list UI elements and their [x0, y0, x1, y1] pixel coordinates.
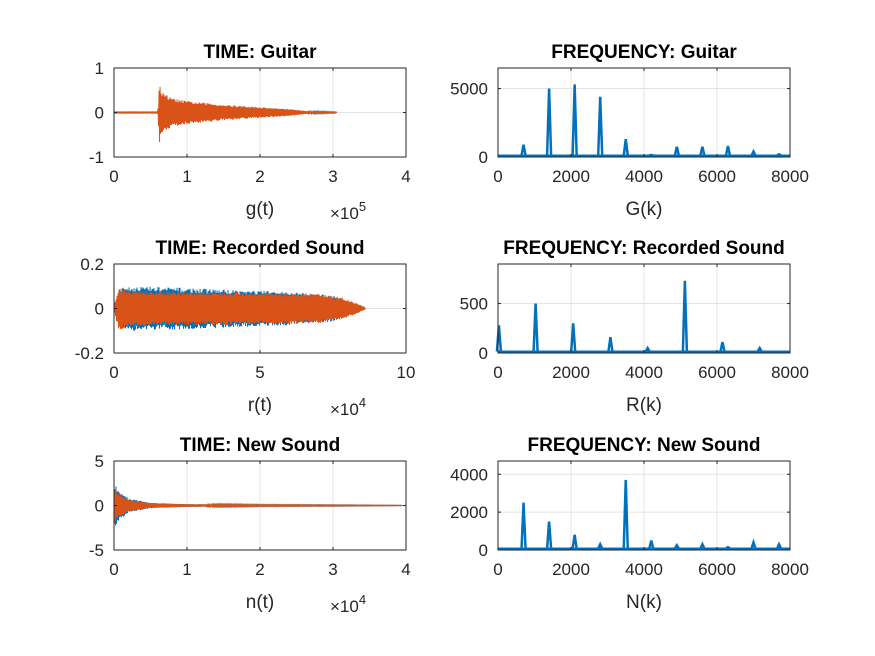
- y-tick-label: 0: [95, 497, 104, 516]
- y-tick-label: 5: [95, 452, 104, 471]
- x-tick-label: 6000: [698, 560, 736, 579]
- x-axis-label: n(t): [246, 592, 275, 613]
- x-tick-label: 8000: [771, 167, 809, 186]
- x-axis-exponent: ×104: [330, 592, 366, 616]
- x-axis-exponent-power: 5: [359, 199, 366, 214]
- y-tick-label: 0: [95, 104, 104, 123]
- y-tick-label: 500: [460, 295, 488, 314]
- x-axis-label: G(k): [626, 199, 663, 220]
- x-tick-label: 4000: [625, 363, 663, 382]
- x-tick-label: 0: [493, 363, 502, 382]
- chart-title: FREQUENCY: New Sound: [528, 435, 761, 456]
- spectrum-peak: [545, 88, 553, 156]
- x-tick-label: 6000: [698, 363, 736, 382]
- spectrum-peak: [724, 145, 732, 156]
- x-tick-label: 4000: [625, 560, 663, 579]
- spectrum-peak: [622, 479, 629, 549]
- x-tick-label: 1: [182, 167, 191, 186]
- waveform-series-1: [113, 288, 366, 329]
- spectrum-peak: [776, 152, 782, 157]
- x-axis-exponent-power: 4: [359, 395, 366, 410]
- x-tick-label: 6000: [698, 167, 736, 186]
- y-tick-label: 4000: [450, 465, 488, 484]
- x-axis-exponent-base: ×10: [330, 597, 359, 616]
- x-axis-exponent: ×105: [330, 199, 366, 223]
- spectrum-peak: [699, 541, 706, 550]
- y-tick-label: 5000: [450, 80, 488, 99]
- chart-title: TIME: Recorded Sound: [156, 238, 365, 259]
- x-tick-label: 3: [328, 560, 337, 579]
- spectrum-peak: [681, 280, 689, 352]
- spectrum-peak: [520, 144, 527, 156]
- spectrum-peak: [699, 146, 706, 156]
- spectrum-peak: [571, 84, 578, 156]
- x-axis-exponent-power: 4: [359, 592, 366, 607]
- x-tick-label: 0: [109, 363, 118, 382]
- spectrum-peak: [622, 139, 629, 156]
- spectrum-peak: [775, 541, 783, 550]
- spectrum-peak: [571, 534, 578, 549]
- x-tick-label: 0: [493, 167, 502, 186]
- chart-title: TIME: New Sound: [180, 435, 340, 456]
- spectrum-peak: [750, 538, 757, 549]
- spectrum-peak: [673, 542, 680, 550]
- spectrum-peak: [673, 146, 681, 156]
- y-tick-label: 2000: [450, 503, 488, 522]
- chart-title: TIME: Guitar: [204, 42, 318, 63]
- spectrum-peak: [750, 148, 757, 157]
- y-tick-label: 0: [479, 148, 488, 167]
- x-tick-label: 4000: [625, 167, 663, 186]
- x-tick-label: 8000: [771, 560, 809, 579]
- spectrum-peak: [756, 345, 763, 353]
- x-tick-label: 2000: [552, 167, 590, 186]
- y-tick-label: 1: [95, 59, 104, 78]
- spectrum-peak: [607, 337, 614, 352]
- x-tick-label: 1: [182, 560, 191, 579]
- x-tick-label: 2: [255, 560, 264, 579]
- spectrum-peak: [648, 153, 654, 157]
- x-tick-label: 2: [255, 167, 264, 186]
- x-tick-label: 0: [109, 167, 118, 186]
- x-axis-exponent-base: ×10: [330, 400, 359, 419]
- x-axis-label: R(k): [626, 395, 662, 416]
- y-tick-label: 0: [479, 344, 488, 363]
- y-tick-label: -0.2: [75, 344, 104, 363]
- spectrum-peak: [644, 345, 651, 353]
- y-tick-label: -5: [89, 541, 104, 560]
- waveform-series-1: [113, 486, 403, 523]
- spectrum-peak: [545, 521, 553, 549]
- spectrum-peak: [725, 545, 731, 550]
- spectrum-peak: [520, 502, 527, 549]
- y-tick-label: 0: [479, 541, 488, 560]
- spectrum-peak: [532, 303, 539, 352]
- y-tick-label: 0.2: [80, 255, 104, 274]
- x-axis-label: g(t): [246, 199, 275, 220]
- x-tick-label: 5: [255, 363, 264, 382]
- spectrum-peak: [719, 341, 726, 352]
- x-tick-label: 10: [397, 363, 416, 382]
- y-tick-label: 0: [95, 300, 104, 319]
- x-tick-label: 8000: [771, 363, 809, 382]
- chart-title: FREQUENCY: Guitar: [551, 42, 737, 63]
- spectrum-peak: [648, 540, 655, 549]
- x-axis-exponent-base: ×10: [330, 204, 359, 223]
- x-tick-label: 4: [401, 167, 410, 186]
- x-tick-label: 2000: [552, 560, 590, 579]
- x-axis-exponent: ×104: [330, 395, 366, 419]
- x-tick-label: 0: [109, 560, 118, 579]
- x-tick-label: 2000: [552, 363, 590, 382]
- spectrum-peak: [569, 323, 577, 352]
- waveform-series-1: [113, 86, 338, 142]
- x-axis-label: N(k): [626, 592, 662, 613]
- y-tick-label: -1: [89, 148, 104, 167]
- chart-title: FREQUENCY: Recorded Sound: [503, 238, 785, 259]
- spectrum-peak: [597, 541, 604, 550]
- spectrum-peak: [596, 96, 604, 156]
- x-tick-label: 3: [328, 167, 337, 186]
- x-tick-label: 4: [401, 560, 410, 579]
- x-axis-label: r(t): [248, 395, 272, 416]
- x-tick-label: 0: [493, 560, 502, 579]
